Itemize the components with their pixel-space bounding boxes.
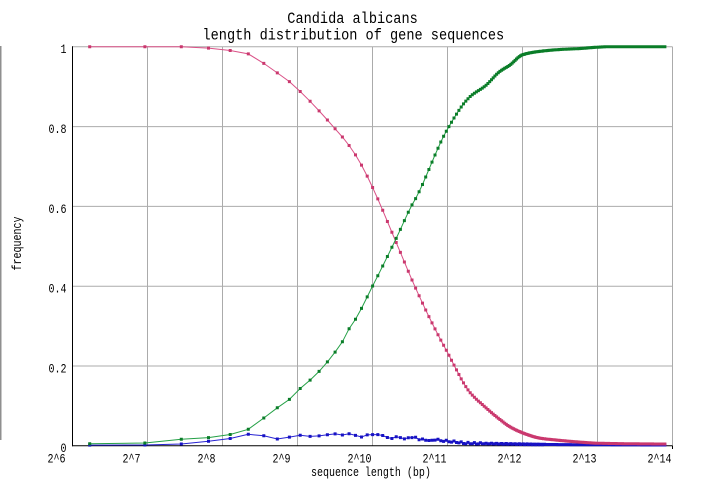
svg-text:Candida albicans: Candida albicans: [287, 11, 417, 28]
svg-text:2^10: 2^10: [348, 451, 372, 467]
svg-text:2^8: 2^8: [198, 451, 216, 467]
svg-text:sequence length (bp): sequence length (bp): [311, 465, 431, 481]
svg-text:2^11: 2^11: [423, 451, 447, 467]
svg-text:0.4: 0.4: [49, 281, 67, 297]
svg-text:0.8: 0.8: [49, 122, 67, 138]
svg-text:2^14: 2^14: [648, 451, 672, 467]
svg-text:2^7: 2^7: [123, 451, 141, 467]
svg-text:frequency: frequency: [10, 217, 26, 271]
svg-text:0.6: 0.6: [49, 201, 67, 217]
svg-text:length distribution of gene se: length distribution of gene sequences: [203, 28, 505, 45]
svg-text:2^9: 2^9: [273, 451, 291, 467]
svg-text:0: 0: [60, 441, 66, 457]
svg-text:0.2: 0.2: [49, 361, 67, 377]
svg-text:2^6: 2^6: [48, 451, 66, 467]
svg-text:2^12: 2^12: [498, 451, 522, 467]
svg-text:2^13: 2^13: [573, 451, 597, 467]
svg-text:1: 1: [60, 42, 66, 58]
